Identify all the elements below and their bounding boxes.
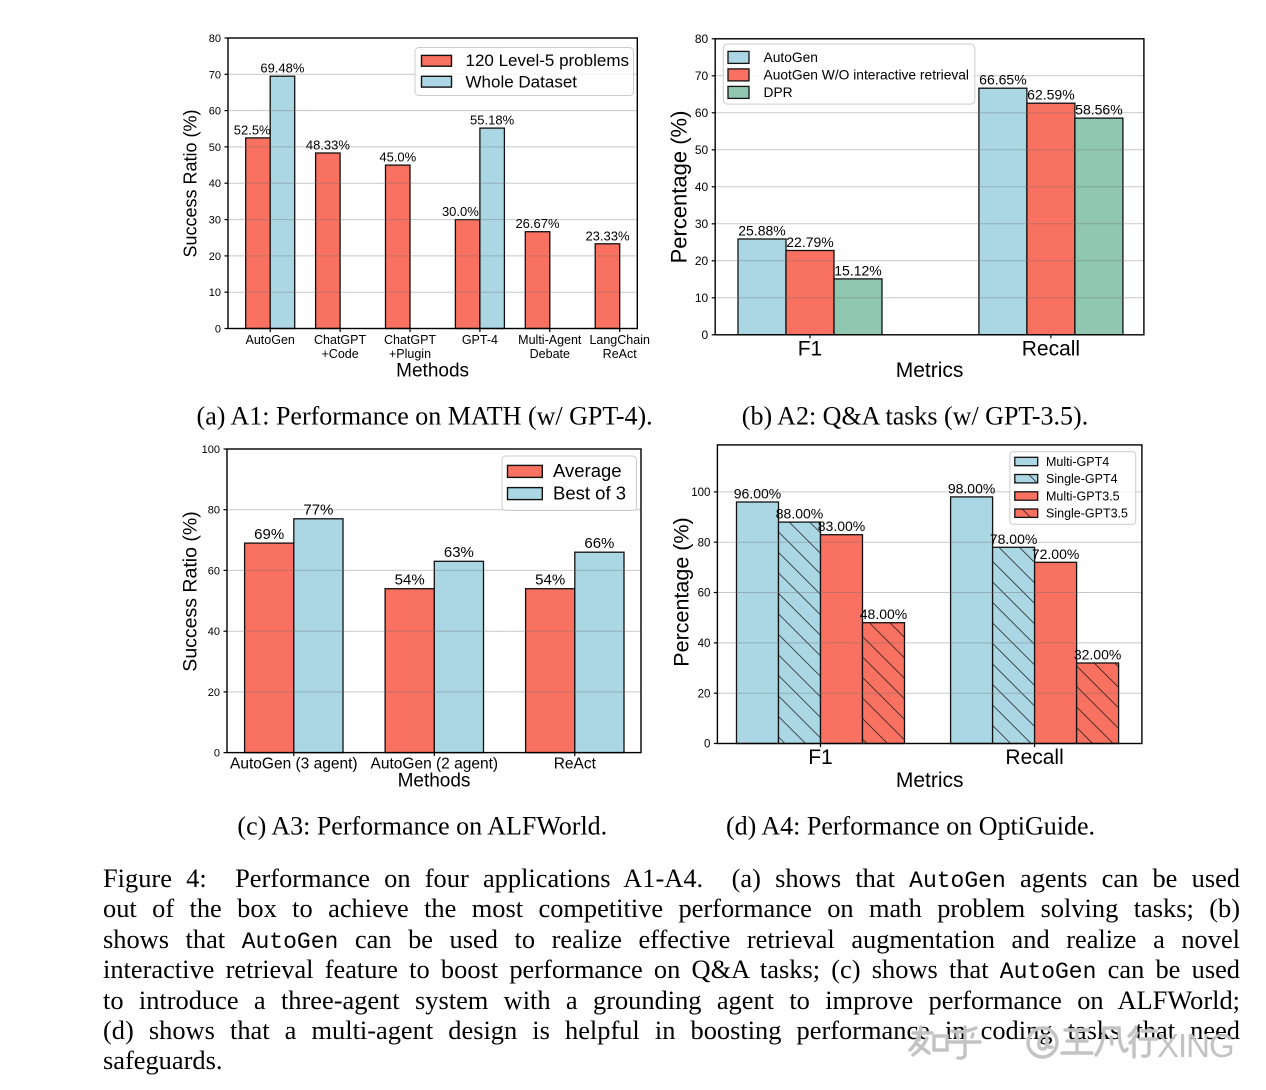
svg-text:60: 60 (209, 106, 221, 118)
svg-text:ChatGPT: ChatGPT (384, 333, 436, 347)
svg-text:60: 60 (695, 106, 709, 120)
svg-text:48.33%: 48.33% (306, 138, 351, 153)
svg-text:Debate: Debate (530, 347, 570, 361)
svg-text:Multi-Agent: Multi-Agent (518, 333, 582, 347)
svg-text:(d) A4: Performance on OptiGui: (d) A4: Performance on OptiGuide. (726, 812, 1095, 841)
svg-text:50: 50 (209, 142, 221, 154)
svg-text:55.18%: 55.18% (470, 113, 515, 128)
svg-text:Success Ratio (%): Success Ratio (%) (180, 511, 202, 671)
svg-text:80: 80 (209, 33, 221, 45)
svg-text:30.0%: 30.0% (442, 204, 479, 219)
svg-text:40: 40 (208, 626, 220, 638)
svg-text:(a) A1: Performance on MATH (w: (a) A1: Performance on MATH (w/ GPT-4). (197, 402, 653, 431)
svg-text:58.56%: 58.56% (1075, 102, 1122, 118)
svg-text:88.00%: 88.00% (776, 506, 823, 522)
svg-text:0: 0 (702, 328, 709, 342)
svg-text:72.00%: 72.00% (1032, 546, 1079, 562)
svg-text:DPR: DPR (764, 85, 793, 100)
svg-text:48.00%: 48.00% (860, 606, 907, 622)
svg-text:60: 60 (698, 588, 711, 600)
svg-text:Recall: Recall (1022, 337, 1080, 360)
svg-text:60: 60 (208, 565, 220, 577)
svg-text:Percentage (%): Percentage (%) (667, 111, 692, 264)
svg-text:69.48%: 69.48% (260, 61, 305, 76)
svg-text:AutoGen (2 agent): AutoGen (2 agent) (371, 756, 499, 773)
svg-text:AutoGen (3 agent): AutoGen (3 agent) (230, 756, 358, 773)
svg-text:80: 80 (208, 505, 220, 517)
svg-text:15.12%: 15.12% (834, 262, 881, 278)
svg-text:40: 40 (695, 180, 709, 194)
svg-text:50: 50 (695, 143, 709, 157)
svg-text:20: 20 (208, 687, 220, 699)
svg-text:66.65%: 66.65% (979, 72, 1026, 88)
svg-text:30: 30 (209, 215, 221, 227)
svg-text:120 Level-5 problems: 120 Level-5 problems (466, 51, 629, 70)
svg-text:Recall: Recall (1005, 746, 1063, 769)
svg-text:70: 70 (695, 69, 709, 83)
svg-text:Multi-GPT3.5: Multi-GPT3.5 (1046, 489, 1120, 503)
svg-text:GPT-4: GPT-4 (462, 333, 498, 347)
svg-text:Best of 3: Best of 3 (553, 483, 626, 504)
svg-text:70: 70 (209, 69, 221, 81)
svg-text:30: 30 (695, 217, 709, 231)
svg-text:F1: F1 (798, 337, 823, 360)
svg-text:+Plugin: +Plugin (389, 347, 431, 361)
svg-text:Average: Average (553, 460, 622, 481)
svg-text:20: 20 (698, 688, 711, 700)
svg-text:0: 0 (214, 748, 220, 760)
svg-text:22.79%: 22.79% (786, 234, 833, 250)
svg-text:AutoGen: AutoGen (764, 50, 818, 65)
svg-text:AuotGen W/O interactive retrie: AuotGen W/O interactive retrieval (764, 67, 970, 82)
svg-text:Percentage (%): Percentage (%) (670, 517, 694, 666)
svg-text:80: 80 (695, 32, 709, 46)
svg-text:Metrics: Metrics (896, 769, 964, 792)
svg-text:83.00%: 83.00% (818, 518, 865, 534)
svg-text:(c) A3: Performance on ALFWorl: (c) A3: Performance on ALFWorld. (237, 812, 607, 841)
svg-text:20: 20 (209, 251, 221, 263)
svg-text:0: 0 (704, 739, 710, 751)
svg-text:62.59%: 62.59% (1027, 87, 1074, 103)
svg-text:ChatGPT: ChatGPT (314, 333, 366, 347)
svg-text:ReAct: ReAct (603, 347, 638, 361)
svg-text:63%: 63% (444, 544, 474, 561)
svg-text:Methods: Methods (396, 361, 469, 382)
svg-text:Single-GPT3.5: Single-GPT3.5 (1046, 507, 1128, 521)
svg-text:Success Ratio (%): Success Ratio (%) (181, 109, 201, 257)
svg-text:100: 100 (202, 444, 220, 456)
svg-text:23.33%: 23.33% (585, 228, 630, 243)
svg-text:ReAct: ReAct (554, 756, 597, 773)
svg-text:25.88%: 25.88% (738, 223, 785, 239)
svg-text:40: 40 (209, 178, 221, 190)
svg-text:69%: 69% (254, 526, 284, 543)
svg-text:Whole Dataset: Whole Dataset (466, 72, 578, 91)
svg-text:(b) A2: Q&A tasks (w/ GPT-3.5): (b) A2: Q&A tasks (w/ GPT-3.5). (742, 402, 1088, 431)
svg-text:Methods: Methods (398, 771, 471, 792)
svg-text:100: 100 (691, 487, 710, 499)
svg-text:F1: F1 (808, 746, 833, 769)
svg-text:40: 40 (698, 638, 711, 650)
svg-text:66%: 66% (584, 535, 614, 552)
svg-text:96.00%: 96.00% (734, 486, 781, 502)
svg-text:AutoGen: AutoGen (246, 333, 295, 347)
svg-text:98.00%: 98.00% (948, 480, 995, 496)
svg-text:Multi-GPT4: Multi-GPT4 (1046, 455, 1109, 469)
svg-text:26.67%: 26.67% (515, 216, 560, 231)
svg-text:54%: 54% (395, 572, 425, 589)
svg-text:78.00%: 78.00% (990, 531, 1037, 547)
svg-text:54%: 54% (535, 572, 565, 589)
svg-text:52.5%: 52.5% (234, 122, 271, 137)
svg-text:Metrics: Metrics (896, 359, 964, 382)
svg-text:20: 20 (695, 254, 709, 268)
svg-text:32.00%: 32.00% (1074, 647, 1121, 663)
svg-text:+Code: +Code (322, 347, 359, 361)
svg-text:Single-GPT4: Single-GPT4 (1046, 472, 1118, 486)
svg-text:XING: XING (1157, 1027, 1234, 1064)
svg-text:0: 0 (215, 324, 221, 336)
svg-text:80: 80 (698, 537, 711, 549)
svg-text:77%: 77% (303, 502, 333, 519)
svg-text:10: 10 (209, 287, 221, 299)
svg-text:45.0%: 45.0% (379, 150, 416, 165)
svg-text:10: 10 (695, 291, 709, 305)
svg-text:LangChain: LangChain (589, 333, 650, 347)
